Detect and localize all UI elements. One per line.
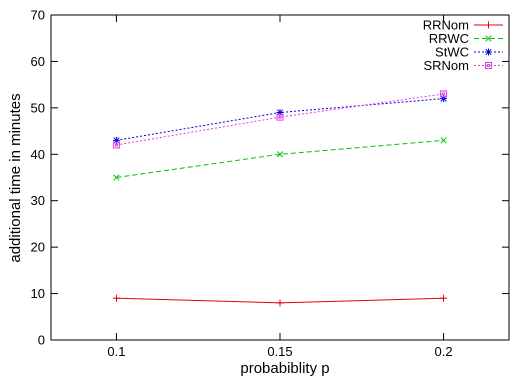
y-tick-label: 10 <box>31 286 45 301</box>
x-tick-label: 0.2 <box>435 344 453 359</box>
y-axis: 0 10 20 30 40 50 60 70 <box>31 8 509 348</box>
x-axis: 0.1 0.15 0.2 <box>107 15 453 359</box>
data-point <box>276 151 284 158</box>
series-line <box>116 98 444 141</box>
data-point <box>112 294 120 302</box>
data-point <box>113 174 120 181</box>
y-tick-label: 40 <box>31 147 45 162</box>
legend-label: StWC <box>435 45 469 60</box>
legend-marker <box>485 35 492 42</box>
data-point <box>276 113 284 121</box>
y-tick-label: 30 <box>31 193 45 208</box>
data-point <box>440 95 448 103</box>
data-point <box>112 136 120 144</box>
data-point <box>440 137 447 144</box>
y-tick-label: 50 <box>31 100 45 115</box>
data-point <box>276 109 284 116</box>
legend-marker <box>485 48 492 56</box>
legend-label: RRWC <box>429 31 469 46</box>
x-tick-label: 0.15 <box>267 344 292 359</box>
y-tick-label: 20 <box>31 240 45 255</box>
y-tick-label: 60 <box>31 54 45 69</box>
series-srnom <box>112 90 448 149</box>
series-stwc <box>112 95 448 144</box>
data-point <box>440 294 448 302</box>
series-rrnom <box>112 294 448 307</box>
legend-label: RRNom <box>423 18 469 33</box>
legend-marker <box>485 21 492 29</box>
legend-label: SRNom <box>423 58 469 73</box>
legend-marker <box>485 62 492 69</box>
x-axis-label: probabiblity p <box>240 360 329 377</box>
series-line <box>116 93 444 146</box>
y-tick-label: 0 <box>38 333 45 348</box>
series-rrwc <box>113 137 447 181</box>
series-line <box>116 139 444 178</box>
y-tick-label: 70 <box>31 8 45 23</box>
data-point <box>276 299 284 307</box>
y-axis-label: additional time in minutes <box>7 93 24 262</box>
series-layer <box>112 90 448 307</box>
data-point <box>440 90 448 98</box>
data-point <box>112 141 120 149</box>
x-tick-label: 0.1 <box>107 344 125 359</box>
